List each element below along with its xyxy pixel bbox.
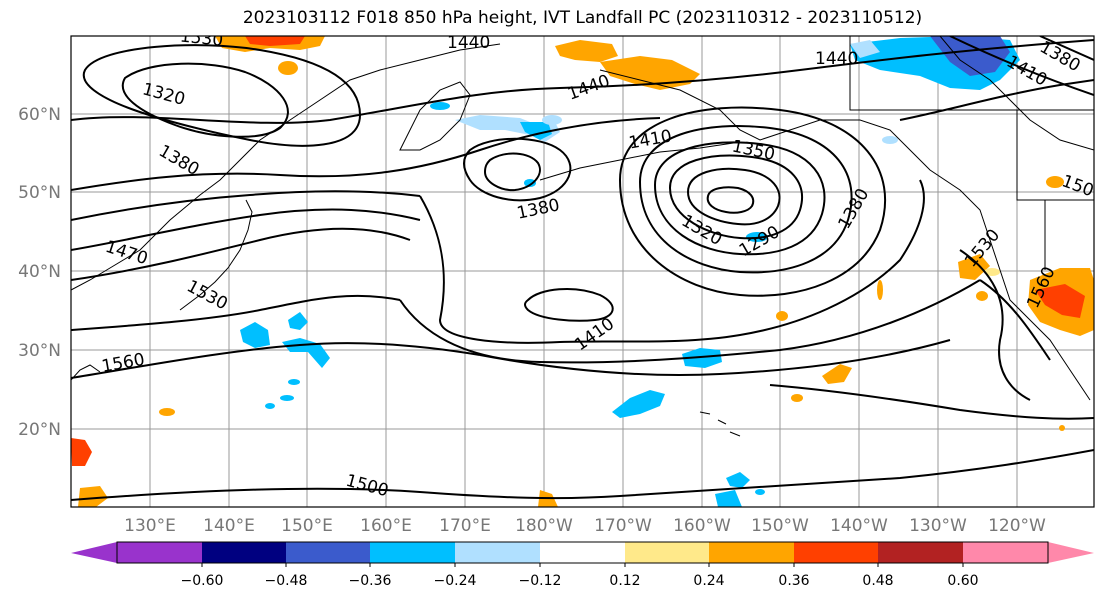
lon-tick-label: 180°W: [515, 516, 573, 536]
lon-tick-label: 170°W: [594, 516, 652, 536]
lon-tick-label: 140°W: [830, 516, 888, 536]
colorbar-tick-label: 0.24: [693, 573, 724, 589]
colorbar-segment: [370, 542, 455, 563]
contour-labels: 1530 1440 1320 1380 1470 1530 1560 1380 …: [100, 26, 1094, 501]
contour-label: 1530: [179, 26, 224, 50]
colorbar-segment: [709, 542, 794, 563]
lat-tick-label: 50°N: [18, 183, 61, 203]
colorbar-segment: [878, 542, 963, 563]
colorbar-extend-right: [1048, 542, 1094, 563]
colorbar-tick-label: 0.60: [947, 573, 978, 589]
colorbar-segment: [963, 542, 1048, 563]
lon-tick-label: 130°E: [124, 516, 176, 536]
map-border: [70, 35, 1095, 508]
lon-tick-label: 150°E: [281, 516, 333, 536]
coastlines: [71, 36, 1094, 437]
colorbar-tick-label: −0.36: [349, 573, 392, 589]
lat-tick-label: 20°N: [18, 420, 61, 440]
colorbar-segment: [202, 542, 286, 563]
colorbar-segment: [117, 542, 202, 563]
lat-tick-label: 60°N: [18, 105, 61, 125]
lat-tick-label: 30°N: [18, 341, 61, 361]
colorbar-tick-label: −0.12: [519, 573, 562, 589]
colorbar-segment: [794, 542, 878, 563]
lon-tick-label: 160°W: [673, 516, 731, 536]
colorbar-segment: [286, 542, 370, 563]
map-title: 2023103112 F018 850 hPa height, IVT Land…: [242, 8, 923, 28]
lon-tick-label: 160°E: [360, 516, 412, 536]
colorbar-tick-label: 0.48: [862, 573, 893, 589]
colorbar-tick-label: −0.48: [265, 573, 308, 589]
contour-label: 1440: [447, 33, 490, 53]
lat-tick-label: 40°N: [18, 262, 61, 282]
colorbar-tick-label: −0.60: [181, 573, 224, 589]
colorbar-tick-label: 0.12: [609, 573, 640, 589]
colorbar-tick-label: −0.24: [434, 573, 477, 589]
lon-tick-label: 170°E: [439, 516, 491, 536]
lon-tick-label: 150°W: [751, 516, 809, 536]
colorbar: −0.60 −0.48 −0.36 −0.24 −0.12 0.12 0.24 …: [71, 541, 1094, 589]
colorbar-tick-label: 0.36: [778, 573, 809, 589]
colorbar-segment: [540, 542, 625, 563]
colorbar-segment: [625, 542, 709, 563]
lon-tick-label: 130°W: [909, 516, 967, 536]
lon-tick-label: 140°E: [203, 516, 255, 536]
colorbar-segment: [455, 542, 540, 563]
lon-tick-label: 120°W: [988, 516, 1046, 536]
contour-label: 1440: [815, 49, 858, 69]
height-contours: [71, 36, 1094, 501]
colorbar-extend-left: [71, 542, 117, 563]
